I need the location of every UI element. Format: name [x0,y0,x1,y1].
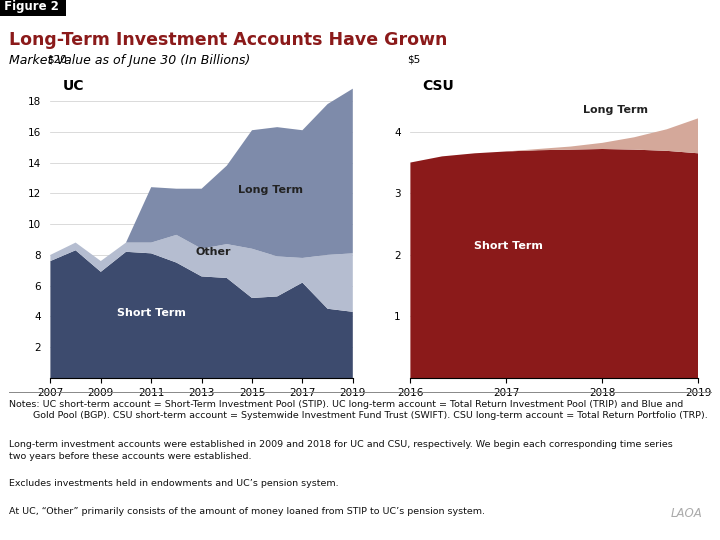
Text: Short Term: Short Term [474,241,543,251]
Text: Long Term: Long Term [583,105,648,116]
Text: Figure 2: Figure 2 [0,0,63,13]
Text: LAOA: LAOA [670,507,702,520]
Text: Short Term: Short Term [117,308,186,319]
Text: $5: $5 [408,54,420,64]
Text: Market Value as of June 30 (In Billions): Market Value as of June 30 (In Billions) [9,54,251,67]
Text: Excludes investments held in endowments and UC’s pension system.: Excludes investments held in endowments … [9,479,339,488]
Text: At UC, “Other” primarily consists of the amount of money loaned from STIP to UC’: At UC, “Other” primarily consists of the… [9,507,485,516]
Text: Long-Term Investment Accounts Have Grown: Long-Term Investment Accounts Have Grown [9,31,448,49]
Text: Other: Other [196,247,231,257]
Text: $20: $20 [48,54,67,64]
Text: UC: UC [63,79,84,93]
Text: Long-term investment accounts were established in 2009 and 2018 for UC and CSU, : Long-term investment accounts were estab… [9,440,673,461]
Text: CSU: CSU [422,79,454,93]
Text: Notes: UC short-term account = Short-Term Investment Pool (STIP). UC long-term a: Notes: UC short-term account = Short-Ter… [9,400,708,421]
Text: Long Term: Long Term [238,185,303,195]
